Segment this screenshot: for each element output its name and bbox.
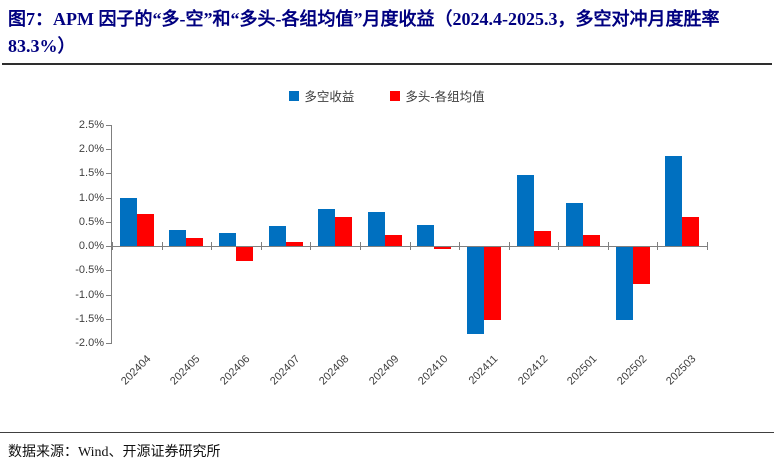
long-short-bar xyxy=(268,226,286,247)
legend-marker xyxy=(390,90,401,101)
x-tick-label: 202409 xyxy=(366,353,402,388)
y-tick-label: 2.5% xyxy=(78,119,104,131)
x-tick-label: 202405 xyxy=(168,353,203,388)
y-tick xyxy=(106,270,111,272)
x-tick-label: 202410 xyxy=(416,353,451,388)
long-short-bar xyxy=(119,198,137,247)
long-short-bar xyxy=(665,155,683,247)
long-short-bar xyxy=(566,202,583,247)
long-short-bar xyxy=(417,224,435,247)
figure-title: 图7：APM 因子的“多-空”和“多头-各组均值”月度收益（2024.4-202… xyxy=(8,9,720,56)
y-tick-label: 1.0% xyxy=(78,191,104,204)
category-tick xyxy=(161,242,163,251)
long-minus-avg-bar xyxy=(632,247,650,285)
chart-legend: 多空收益 多头-各组均值 xyxy=(0,86,774,105)
category-tick xyxy=(657,242,659,251)
legend-label: 多空收益 xyxy=(304,90,355,104)
legend-label: 多头-各组均值 xyxy=(405,90,485,104)
bar-chart: 2.5% 2.0% 1.5% 1.0% 0.5% 0.0% -0.5% -1.0% -1.5% -… xyxy=(75,119,708,387)
y-tick xyxy=(106,246,111,248)
legend-item: 多头-各组均值 xyxy=(390,86,485,105)
category-tick xyxy=(310,242,312,251)
category-tick xyxy=(707,242,708,251)
x-tick-label: 202502 xyxy=(614,353,650,388)
x-tick-label: 202406 xyxy=(218,353,253,388)
y-tick xyxy=(106,318,111,320)
y-tick-label: -1.0% xyxy=(75,288,104,301)
y-tick-label: -0.5% xyxy=(75,264,104,277)
x-tick-label: 202412 xyxy=(515,353,550,388)
category-tick xyxy=(508,242,510,251)
y-tick-label: 0.5% xyxy=(78,215,104,228)
y-tick-label: -1.5% xyxy=(75,312,104,325)
category-tick xyxy=(607,242,609,251)
y-tick xyxy=(106,221,111,223)
y-tick xyxy=(106,197,111,199)
long-short-bar xyxy=(318,208,336,247)
y-tick-label: 1.5% xyxy=(78,167,104,180)
footer-divider xyxy=(0,432,774,433)
category-tick xyxy=(459,242,461,251)
long-minus-avg-bar xyxy=(583,235,600,247)
y-axis xyxy=(111,125,112,344)
y-tick-label: 0.0% xyxy=(78,240,104,253)
y-tick-label: 2.0% xyxy=(78,143,104,156)
x-tick-label: 202503 xyxy=(664,353,699,388)
category-tick xyxy=(558,242,560,251)
long-short-bar xyxy=(466,247,484,335)
y-tick xyxy=(106,125,111,126)
y-tick xyxy=(106,294,111,296)
category-tick xyxy=(409,242,411,251)
long-minus-avg-bar xyxy=(136,214,154,247)
long-short-bar xyxy=(367,212,385,247)
category-tick xyxy=(112,242,113,251)
y-tick xyxy=(106,343,111,344)
category-tick xyxy=(359,242,361,251)
legend-marker xyxy=(289,90,300,101)
long-minus-avg-bar xyxy=(384,235,402,247)
long-minus-avg-bar xyxy=(335,217,353,247)
y-tick xyxy=(106,149,111,151)
x-tick-label: 202408 xyxy=(317,353,352,388)
x-tick-label: 202404 xyxy=(118,353,154,388)
long-minus-avg-bar xyxy=(236,247,253,262)
long-minus-avg-bar xyxy=(682,217,700,247)
legend-item: 多空收益 xyxy=(289,86,354,105)
category-tick xyxy=(211,242,213,251)
x-tick-label: 202501 xyxy=(565,353,600,388)
long-short-bar xyxy=(615,247,633,320)
long-minus-avg-bar xyxy=(434,247,452,249)
y-tick xyxy=(106,173,111,175)
category-tick xyxy=(260,242,262,251)
y-tick-label: -2.0% xyxy=(75,337,104,349)
long-short-bar xyxy=(219,232,236,247)
long-minus-avg-bar xyxy=(285,242,303,247)
long-minus-avg-bar xyxy=(186,238,204,247)
x-tick-label: 202407 xyxy=(267,353,302,388)
long-minus-avg-bar xyxy=(483,247,501,321)
source-note: 数据来源：Wind、开源证券研究所 xyxy=(8,445,221,460)
title-divider xyxy=(2,63,772,65)
long-short-bar xyxy=(516,174,534,247)
long-minus-avg-bar xyxy=(533,231,551,247)
long-short-bar xyxy=(169,230,187,247)
x-tick-label: 202411 xyxy=(466,353,501,387)
